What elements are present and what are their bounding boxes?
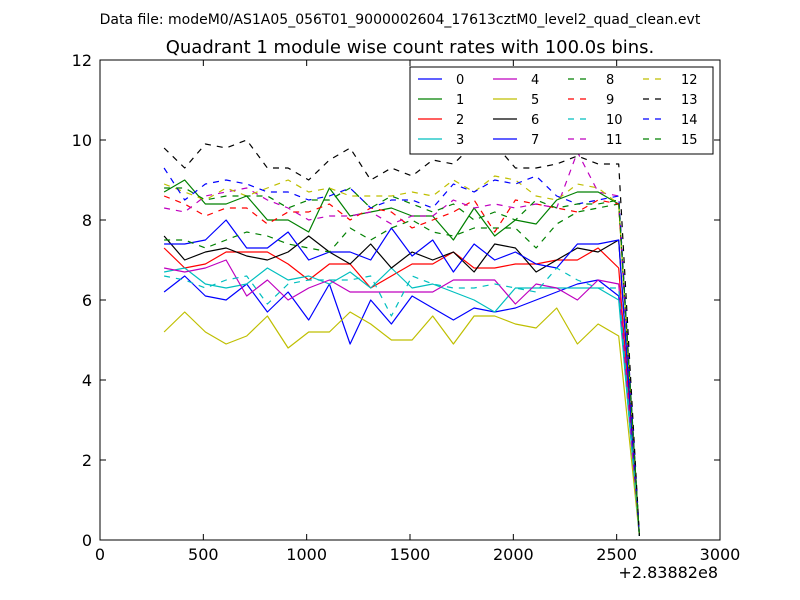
y-tick-label: 0 xyxy=(82,531,92,550)
legend-label-2: 2 xyxy=(456,113,464,128)
x-tick-label: 1000 xyxy=(286,545,327,564)
series-line-2 xyxy=(163,247,640,537)
legend-label-15: 15 xyxy=(681,133,698,148)
legend-label-4: 4 xyxy=(531,73,539,88)
series-line-8 xyxy=(164,203,640,537)
y-tick-label: 8 xyxy=(82,211,92,230)
series-line-3 xyxy=(163,267,640,537)
legend-label-9: 9 xyxy=(606,93,614,108)
legend-label-12: 12 xyxy=(681,73,698,88)
x-tick-label: 500 xyxy=(188,545,219,564)
series-line-13 xyxy=(163,139,640,537)
y-tick-label: 6 xyxy=(82,291,92,310)
legend-label-8: 8 xyxy=(606,73,614,88)
series-line-6 xyxy=(163,235,640,537)
y-tick-label: 4 xyxy=(82,371,92,390)
legend-label-6: 6 xyxy=(531,113,539,128)
legend-label-5: 5 xyxy=(531,93,539,108)
x-offset-label: +2.83882e8 xyxy=(618,563,718,582)
x-tick-label: 3000 xyxy=(700,545,741,564)
series-layer xyxy=(163,139,640,537)
series-line-1 xyxy=(163,179,640,537)
series-line-12 xyxy=(163,175,640,537)
series-line-15 xyxy=(164,187,640,537)
legend-label-1: 1 xyxy=(456,93,464,108)
series-line-5 xyxy=(163,307,640,537)
x-tick-label: 2000 xyxy=(493,545,534,564)
legend-label-11: 11 xyxy=(606,133,623,148)
x-tick-label: 0 xyxy=(95,545,105,564)
chart-title: Quadrant 1 module wise count rates with … xyxy=(166,37,655,58)
legend-label-3: 3 xyxy=(456,133,464,148)
series-line-11 xyxy=(163,151,640,537)
figure-suptitle: Data file: modeM0/AS1A05_056T01_90000026… xyxy=(100,12,701,28)
y-tick-label: 2 xyxy=(82,451,92,470)
legend-box xyxy=(409,66,714,155)
series-line-7 xyxy=(164,219,640,537)
legend-label-10: 10 xyxy=(606,113,623,128)
legend-label-14: 14 xyxy=(681,113,698,128)
series-line-0 xyxy=(163,275,640,537)
y-tick-label: 10 xyxy=(72,131,92,150)
series-line-14 xyxy=(163,167,640,537)
legend-label-0: 0 xyxy=(456,73,464,88)
series-line-4 xyxy=(163,259,640,537)
x-tick-label: 2500 xyxy=(596,545,637,564)
x-tick-label: 1500 xyxy=(390,545,431,564)
y-tick-label: 12 xyxy=(72,51,92,70)
legend-label-13: 13 xyxy=(681,93,698,108)
legend-label-7: 7 xyxy=(531,133,539,148)
series-line-10 xyxy=(163,267,640,537)
series-line-9 xyxy=(163,195,640,537)
